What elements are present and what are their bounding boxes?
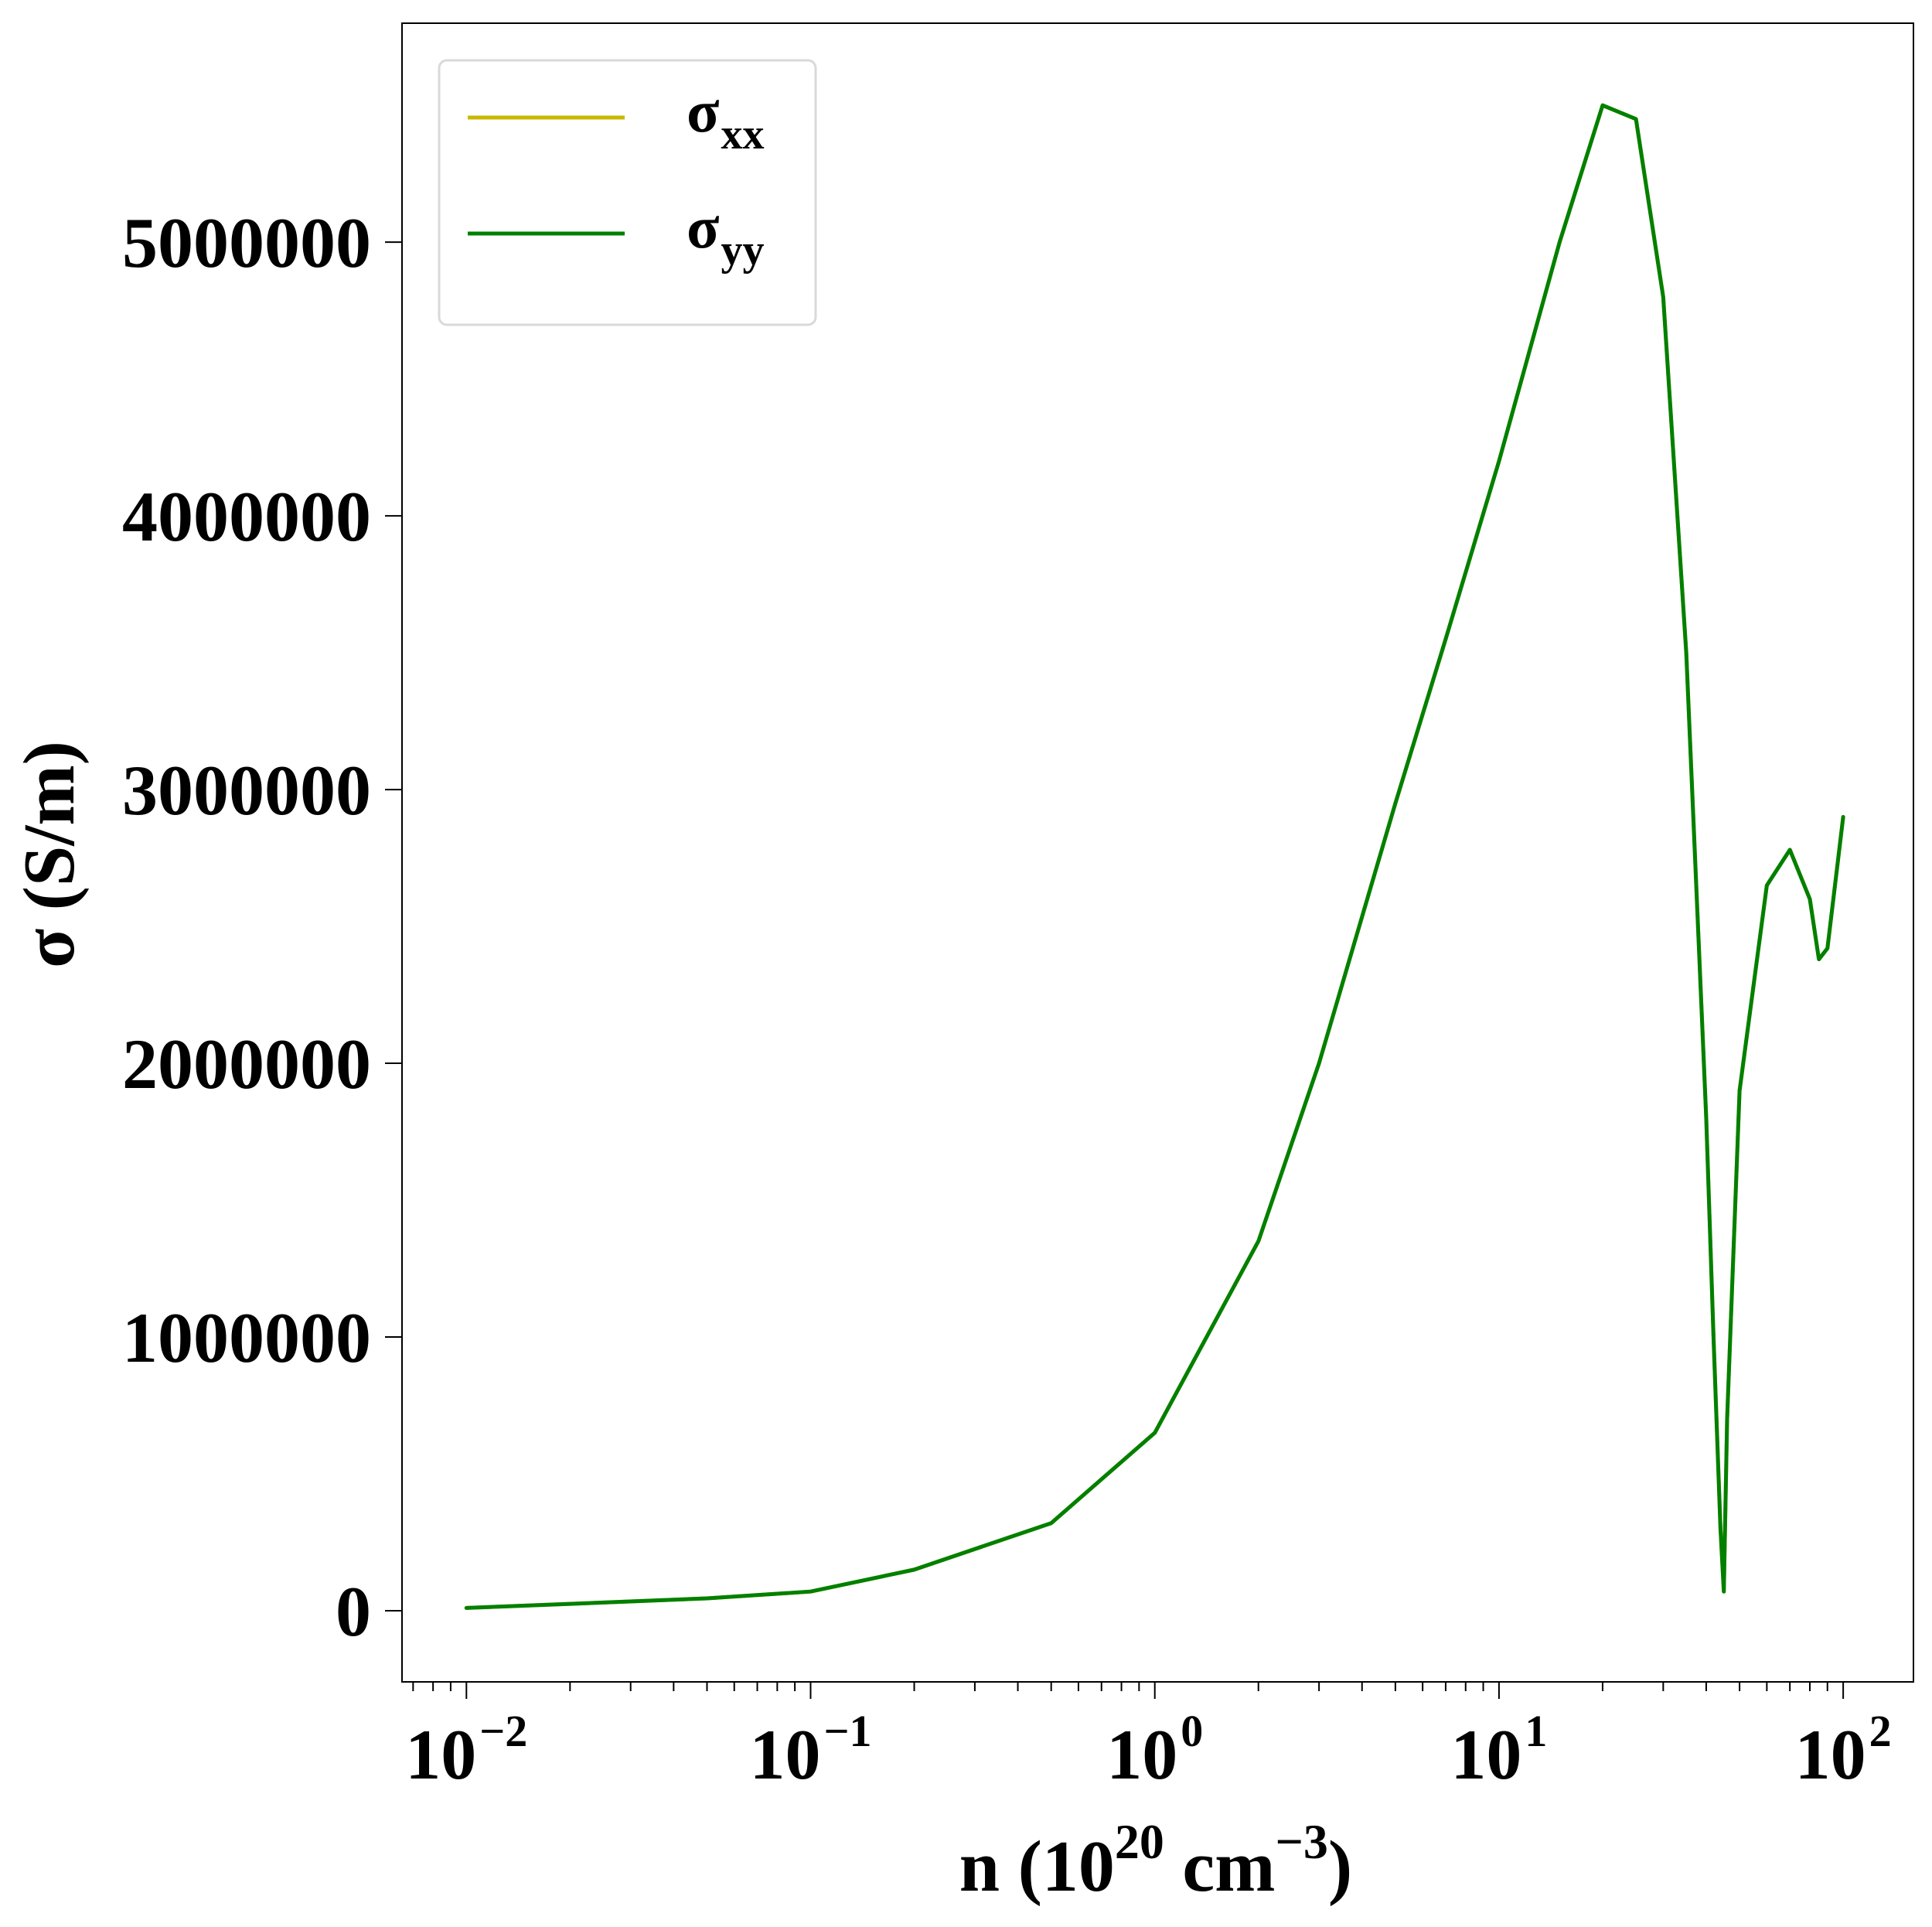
series-sigma-yy-line [464, 103, 1845, 1610]
y-tick-label: 2000000 [122, 1025, 371, 1103]
plot-frame [401, 22, 1914, 1683]
y-tick-label: 3000000 [122, 751, 371, 830]
series-sigma-xx-line [464, 103, 1845, 1610]
y-axis-title: σ (S/m) [9, 741, 90, 968]
x-tick-label: 102 [1795, 1706, 1892, 1794]
y-tick-label: 0 [336, 1572, 371, 1651]
x-axis-title: n (1020 cm−3) [959, 1814, 1352, 1907]
y-tick-label: 1000000 [122, 1298, 371, 1377]
legend-label-sigma-yy: σyy [687, 193, 764, 275]
y-tick-label: 4000000 [122, 477, 371, 556]
y-tick-label: 5000000 [122, 203, 371, 282]
x-tick-label: 10−1 [749, 1706, 871, 1794]
legend: σxx σyy [438, 59, 817, 326]
x-tick-label: 100 [1106, 1706, 1203, 1794]
legend-box [438, 59, 817, 326]
legend-label-sigma-xx: σxx [687, 77, 764, 159]
x-tick-label: 101 [1450, 1706, 1547, 1794]
x-tick-label: 10−2 [405, 1706, 527, 1794]
